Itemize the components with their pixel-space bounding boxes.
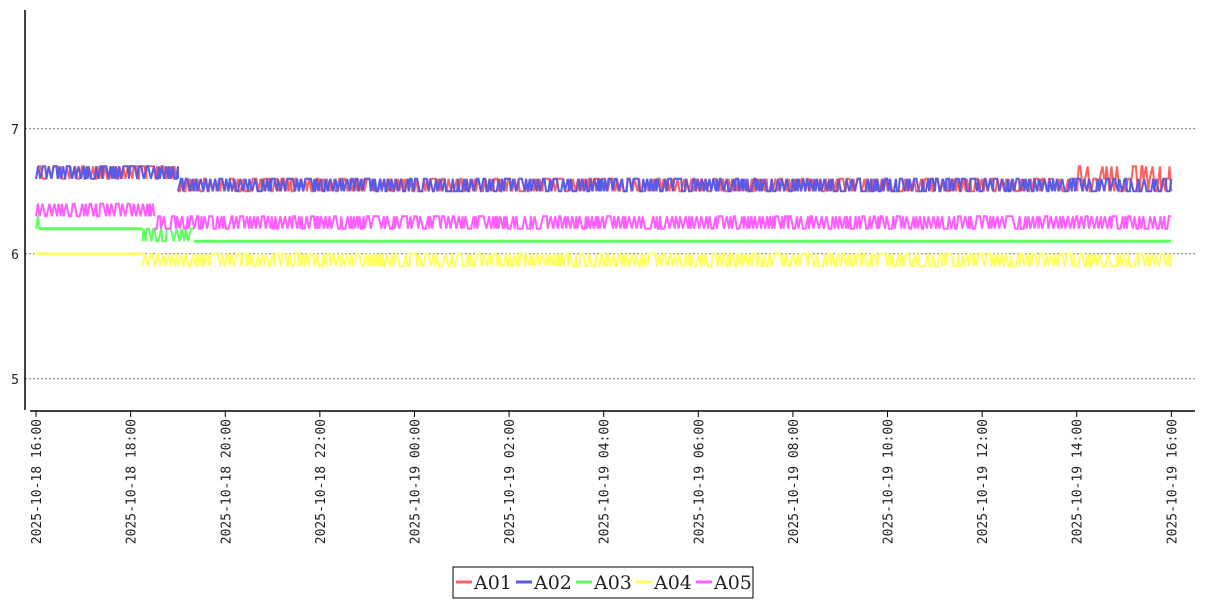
x-tick-label: 2025-10-18 18:00 — [125, 419, 140, 544]
y-tick-label: 5 — [11, 373, 19, 388]
legend-label-a04: A04 — [653, 572, 692, 594]
legend-label-a05: A05 — [713, 572, 752, 594]
axes — [24, 10, 1195, 412]
grid-lines — [25, 128, 1195, 380]
legend-label-a01: A01 — [473, 572, 512, 594]
series-a05 — [35, 202, 1172, 230]
y-tick-label: 7 — [11, 123, 19, 138]
x-tick-label: 2025-10-19 14:00 — [1071, 419, 1086, 544]
series-line — [35, 216, 40, 230]
series-a04 — [36, 252, 1173, 268]
x-tick-label: 2025-10-19 10:00 — [882, 419, 897, 544]
series-layer — [35, 165, 1173, 268]
series-line — [154, 215, 1172, 230]
x-tick-label: 2025-10-19 08:00 — [787, 419, 802, 544]
y-tick-label: 6 — [11, 248, 19, 263]
legend: A01 A02 A03 A04 A05 — [452, 566, 754, 599]
y-ticks: 5 6 7 — [11, 123, 19, 388]
series-line — [177, 177, 1173, 193]
legend-label-a03: A03 — [593, 572, 632, 594]
series-line — [141, 227, 194, 243]
x-tick-label: 2025-10-19 02:00 — [503, 419, 518, 544]
series-line — [35, 202, 156, 218]
legend-label-a02: A02 — [533, 572, 572, 594]
x-ticks: 2025-10-18 16:00 2025-10-18 18:00 2025-10-… — [30, 411, 1180, 544]
series-line — [35, 165, 179, 180]
x-tick-label: 2025-10-18 20:00 — [219, 419, 234, 544]
series-a03 — [35, 216, 1172, 243]
x-tick-label: 2025-10-19 16:00 — [1165, 419, 1180, 544]
x-tick-label: 2025-10-19 12:00 — [976, 419, 991, 544]
x-tick-label: 2025-10-18 16:00 — [30, 419, 45, 544]
series-a02 — [35, 165, 1173, 193]
x-tick-label: 2025-10-19 06:00 — [692, 419, 707, 544]
x-tick-label: 2025-10-19 04:00 — [598, 419, 613, 544]
series-line — [141, 252, 1173, 268]
x-tick-label: 2025-10-19 00:00 — [408, 419, 423, 544]
x-tick-label: 2025-10-18 22:00 — [314, 419, 329, 544]
